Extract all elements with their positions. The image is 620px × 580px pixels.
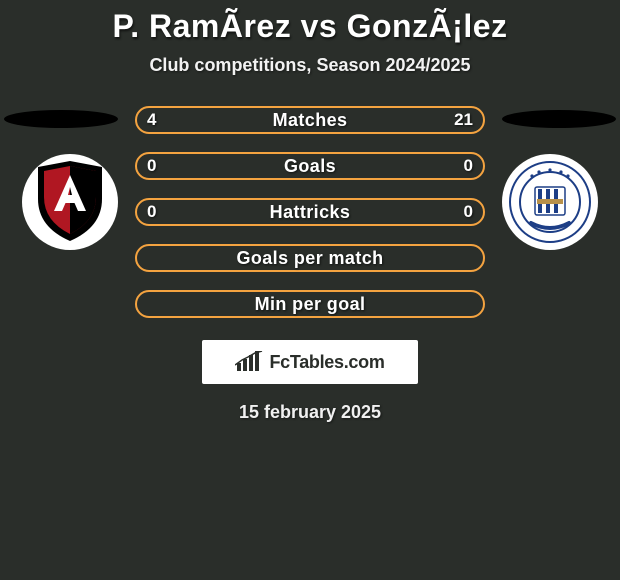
stat-row: 0 Goals 0 [135,152,485,180]
stat-label: Goals [284,156,336,177]
stat-label: Min per goal [255,294,366,315]
stat-label: Matches [273,110,348,131]
stat-row: Min per goal [135,290,485,318]
club-badge-right [502,154,598,250]
subtitle: Club competitions, Season 2024/2025 [0,55,620,76]
stat-value-left: 0 [147,202,156,222]
stat-value-right: 0 [464,202,473,222]
player-shadow-left [4,110,118,128]
stat-row: Goals per match [135,244,485,272]
stat-row: 0 Hattricks 0 [135,198,485,226]
stat-value-right: 21 [454,110,473,130]
stat-value-left: 0 [147,156,156,176]
player-shadow-right [502,110,616,128]
stat-label: Hattricks [270,202,351,223]
club-badge-left [22,154,118,250]
stat-value-left: 4 [147,110,156,130]
stat-value-right: 0 [464,156,473,176]
stat-row: 4 Matches 21 [135,106,485,134]
date-text: 15 february 2025 [0,402,620,423]
pachuca-crest-icon [509,161,591,243]
page-title: P. RamÃ­rez vs GonzÃ¡lez [0,8,620,45]
stat-label: Goals per match [236,248,383,269]
branding-badge: FcTables.com [202,340,418,384]
atlas-shield-icon [34,161,106,243]
stats-column: 4 Matches 21 0 Goals 0 0 Hattricks 0 Goals per ma… [135,106,485,318]
bar-chart-icon [235,351,263,373]
branding-text: FcTables.com [269,352,384,373]
comparison-arena: 4 Matches 21 0 Goals 0 0 Hattricks 0 Goals per ma… [0,106,620,318]
